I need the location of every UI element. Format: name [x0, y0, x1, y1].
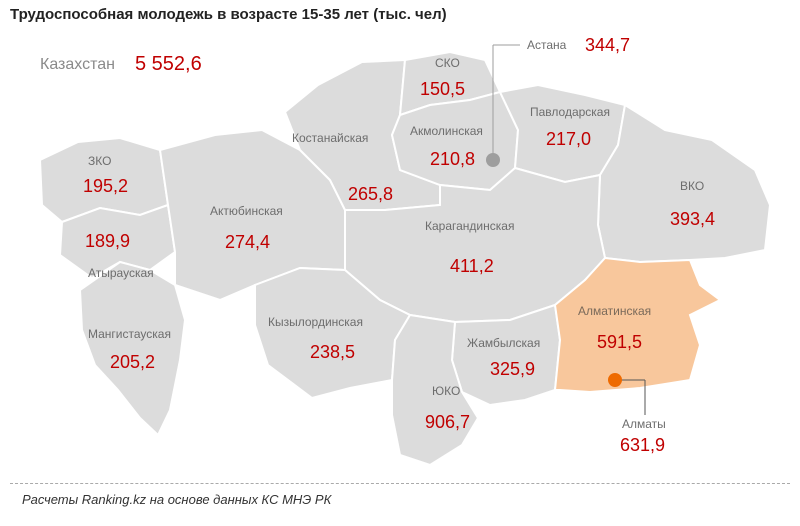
region-name-zhambyl: Жамбылская — [467, 336, 540, 350]
region-value-pavlodar: 217,0 — [546, 129, 591, 149]
region-uko[interactable] — [391, 313, 480, 467]
region-value-aktobe: 274,4 — [225, 232, 270, 252]
region-value-atyrau: 189,9 — [85, 231, 130, 251]
region-name-zko: ЗКО — [88, 154, 111, 168]
country-total-label: Казахстан — [40, 56, 115, 73]
region-name-kostanay: Костанайская — [292, 131, 368, 145]
region-value-karaganda: 411,2 — [450, 256, 494, 276]
city-value-almaty: 631,9 — [620, 435, 665, 455]
source-note: Расчеты Ranking.kz на основе данных КС М… — [22, 492, 332, 507]
city-value-astana: 344,7 — [585, 35, 630, 55]
region-mangystau[interactable] — [78, 260, 187, 437]
region-name-mangystau: Мангистауская — [88, 327, 171, 341]
region-name-pavlodar: Павлодарская — [530, 105, 610, 119]
region-almaty[interactable] — [553, 256, 722, 394]
almaty-marker[interactable] — [608, 373, 622, 387]
region-value-kostanay: 265,8 — [348, 184, 393, 204]
astana-marker[interactable] — [486, 153, 500, 167]
region-name-atyrau: Атырауская — [88, 266, 154, 280]
country-total-value: 5 552,6 — [135, 53, 202, 75]
region-value-uko: 906,7 — [425, 412, 470, 432]
region-name-kyzylorda: Кызылординская — [268, 315, 363, 329]
region-value-kyzylorda: 238,5 — [310, 342, 355, 362]
region-value-akmola: 210,8 — [430, 149, 475, 169]
footer-divider — [10, 483, 790, 484]
region-value-vko: 393,4 — [670, 209, 715, 229]
city-name-almaty: Алматы — [622, 417, 666, 431]
region-value-zhambyl: 325,9 — [490, 359, 535, 379]
region-name-aktobe: Актюбинская — [210, 204, 283, 218]
region-value-sko: 150,5 — [420, 79, 465, 99]
region-name-akmola: Акмолинская — [410, 124, 483, 138]
map-title: Трудоспособная молодежь в возрасте 15-35… — [10, 6, 447, 23]
region-value-almaty: 591,5 — [597, 332, 642, 352]
region-name-sko: СКО — [435, 56, 460, 70]
region-value-mangystau: 205,2 — [110, 352, 155, 372]
city-name-astana: Астана — [527, 38, 567, 52]
region-name-almaty: Алматинская — [578, 304, 651, 318]
region-atyrau[interactable] — [58, 203, 177, 280]
region-name-uko: ЮКО — [432, 384, 460, 398]
region-value-zko: 195,2 — [83, 176, 128, 196]
region-name-vko: ВКО — [680, 179, 704, 193]
region-name-karaganda: Карагандинская — [425, 219, 514, 233]
